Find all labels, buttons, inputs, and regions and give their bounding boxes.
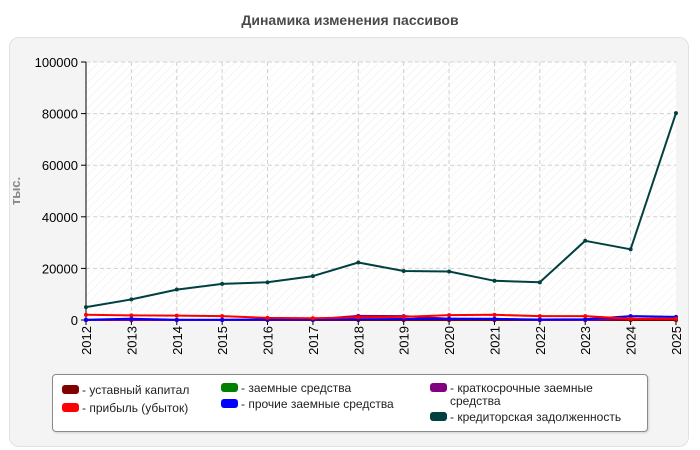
- series-5-point: [220, 281, 225, 286]
- legend-label: - краткосрочные заемные средства: [450, 381, 593, 408]
- axes: 0 20000 40000 60000 80000 100000 2012 2013 2014 2…: [35, 55, 684, 355]
- grid-lines: [86, 61, 676, 320]
- series-5-point: [310, 274, 315, 279]
- series-3-point: [174, 317, 179, 322]
- series-5-point: [492, 278, 497, 283]
- x-tick-label: 2020: [442, 326, 457, 355]
- series-1-point: [401, 314, 406, 319]
- series-1-point: [583, 314, 588, 319]
- series-1-point: [220, 314, 225, 319]
- x-tick-label: 2023: [578, 326, 593, 355]
- series-5-point: [401, 268, 406, 273]
- series-1-point: [447, 313, 452, 318]
- series-3-point: [583, 317, 588, 322]
- series-1-point: [174, 313, 179, 318]
- series-lines: [84, 111, 678, 322]
- series-5-point: [265, 280, 270, 285]
- series-1-point: [84, 312, 88, 317]
- legend-swatch: [221, 383, 238, 392]
- series-3-point: [220, 317, 225, 322]
- x-tick-label: 2018: [351, 326, 366, 355]
- y-tick-label: 40000: [42, 210, 78, 225]
- series-5-point: [174, 287, 179, 292]
- plot-area-hatch: [86, 62, 676, 320]
- series-1-point: [674, 316, 678, 321]
- x-tick-label: 2022: [533, 326, 548, 355]
- series-1-point: [537, 314, 542, 319]
- series-5-point: [674, 111, 678, 116]
- series-5-point: [129, 297, 134, 302]
- series-5-group: [84, 111, 678, 310]
- legend-swatch: [430, 383, 447, 392]
- legend-swatch: [62, 385, 79, 394]
- x-tick-label: 2017: [306, 326, 321, 355]
- series-1-line: [85, 313, 676, 320]
- legend-label: - прочие заемные средства: [241, 397, 394, 411]
- series-1-point: [628, 316, 633, 321]
- y-tick-label: 0: [71, 313, 78, 328]
- series-5-point: [447, 269, 452, 274]
- legend-swatch: [62, 403, 79, 412]
- series-5-point: [84, 305, 88, 310]
- legend-label: - кредиторская задолженность: [450, 410, 622, 424]
- series-1-point: [310, 316, 315, 321]
- series-5-point: [356, 260, 361, 265]
- chart-title: Динамика изменения пассивов: [241, 12, 459, 28]
- series-1-point: [356, 315, 361, 320]
- x-tick-label: 2012: [79, 326, 94, 355]
- series-3-point: [129, 316, 134, 321]
- legend-label: - прибыль (убыток): [82, 401, 189, 415]
- series-3-line: [85, 315, 677, 321]
- y-tick-label: 60000: [42, 158, 78, 173]
- x-tick-label: 2013: [124, 326, 139, 355]
- series-3-point: [537, 317, 542, 322]
- legend-label: - уставный капитал: [82, 383, 190, 397]
- series-1-group: [84, 312, 678, 321]
- series-5-point: [628, 247, 633, 252]
- series-3-point: [84, 317, 88, 322]
- legend-label: - заемные средства: [241, 381, 352, 395]
- x-tick-label: 2015: [215, 326, 230, 355]
- x-tick-label: 2014: [170, 326, 185, 355]
- series-3-point: [447, 316, 452, 321]
- legend-swatch: [430, 412, 447, 421]
- y-tick-label: 100000: [35, 55, 78, 70]
- x-tick-label: 2021: [487, 326, 502, 355]
- legend-swatch: [221, 399, 238, 408]
- x-tick-label: 2025: [669, 326, 684, 355]
- y-tick-label: 80000: [42, 107, 78, 122]
- y-axis-label: тыс.: [8, 177, 23, 205]
- y-tick-label: 20000: [42, 261, 78, 276]
- series-5-point: [583, 238, 588, 243]
- series-5-point: [537, 280, 542, 285]
- x-tick-label: 2024: [624, 326, 639, 355]
- series-1-point: [492, 312, 497, 317]
- x-tick-label: 2019: [397, 326, 412, 355]
- legend: - уставный капитал - прибыль (убыток) - …: [52, 374, 648, 432]
- series-1-point: [265, 315, 270, 320]
- series-5-line: [85, 112, 677, 309]
- series-1-point: [129, 313, 134, 318]
- x-tick-label: 2016: [261, 326, 276, 355]
- series-3-point: [492, 316, 497, 321]
